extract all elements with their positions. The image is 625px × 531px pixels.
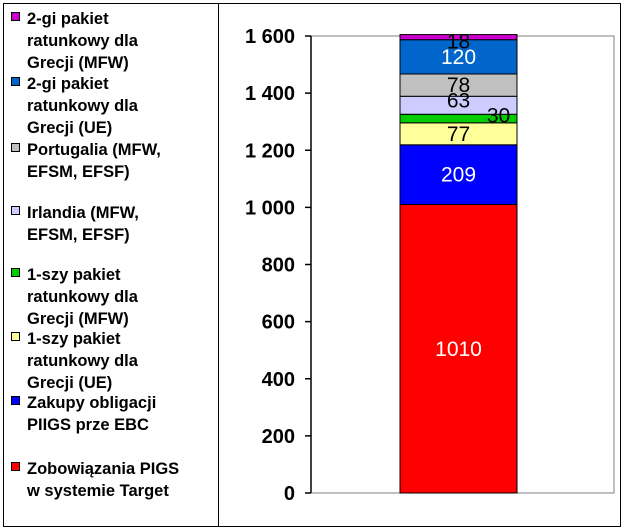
legend-swatch bbox=[11, 77, 20, 86]
y-tick-label: 600 bbox=[262, 312, 295, 334]
legend-swatch bbox=[11, 143, 20, 152]
data-label: 209 bbox=[441, 164, 476, 187]
legend-swatch bbox=[11, 462, 20, 471]
legend-label: Zobowiązania PIGS w systemie Target bbox=[27, 460, 180, 500]
y-tick-label: 1 600 bbox=[245, 26, 295, 48]
chart-plot: 0 200 400 600 800 1 000 1 200 1 400 1 600 1010 20… bbox=[245, 26, 615, 505]
data-label: 77 bbox=[447, 123, 470, 146]
bar-segment bbox=[399, 39, 518, 75]
bar-segment bbox=[399, 204, 518, 494]
y-tick-label: 1 000 bbox=[245, 197, 295, 219]
y-tick-label: 400 bbox=[262, 369, 295, 391]
legend-swatch bbox=[11, 396, 20, 405]
data-label: 78 bbox=[447, 74, 470, 97]
data-label: 120 bbox=[441, 46, 476, 69]
legend: 2-gi pakiet ratunkowy dla Grecji (MFW) 2… bbox=[3, 3, 219, 527]
data-label: 30 bbox=[487, 105, 510, 128]
legend-label: 1-szy pakiet ratunkowy dla Grecji (UE) bbox=[27, 330, 138, 392]
data-label: 18 bbox=[447, 31, 470, 54]
y-tick-label: 200 bbox=[262, 426, 295, 448]
legend-label: Irlandia (MFW, EFSM, EFSF) bbox=[27, 204, 139, 244]
legend-label: Zakupy obligacji PIIGS prze EBC bbox=[27, 394, 157, 434]
legend-label: 2-gi pakiet ratunkowy dla Grecji (MFW) bbox=[27, 10, 138, 72]
legend-swatch bbox=[11, 268, 20, 277]
bar-segment bbox=[399, 144, 518, 206]
y-tick-label: 0 bbox=[284, 483, 295, 505]
legend-swatch bbox=[11, 12, 20, 21]
legend-label: 2-gi pakiet ratunkowy dla Grecji (UE) bbox=[27, 75, 138, 137]
bar-segment bbox=[399, 34, 518, 41]
legend-swatch bbox=[11, 332, 20, 341]
legend-label: 1-szy pakiet ratunkowy dla Grecji (MFW) bbox=[27, 266, 138, 328]
data-label: 1010 bbox=[435, 338, 482, 361]
stacked-bar bbox=[399, 34, 518, 494]
y-axis: 0 200 400 600 800 1 000 1 200 1 400 1 600 bbox=[245, 26, 312, 505]
y-tick-label: 800 bbox=[262, 255, 295, 277]
y-tick-label: 1 400 bbox=[245, 83, 295, 105]
legend-label: Portugalia (MFW, EFSM, EFSF) bbox=[27, 141, 161, 181]
legend-swatch bbox=[11, 206, 20, 215]
data-label: 63 bbox=[447, 89, 470, 112]
y-tick-label: 1 200 bbox=[245, 140, 295, 162]
